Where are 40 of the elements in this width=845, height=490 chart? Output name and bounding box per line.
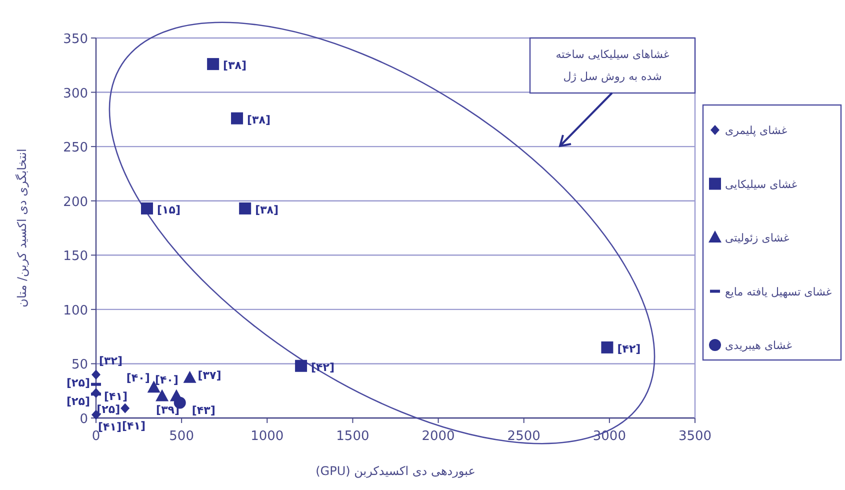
annotation: [۴۳] — [192, 404, 216, 417]
annotation: [۳۸] — [223, 59, 247, 72]
legend-label: غشای پلیمری — [725, 124, 788, 137]
annotation: [۴۲] — [617, 342, 641, 356]
annotation: [۱۵] — [157, 203, 180, 216]
y-tick-label: 50 — [71, 358, 88, 373]
y-axis-title: انتخابگری دی اکسید کربن/ متان — [15, 148, 29, 308]
x-tick-label: 3000 — [592, 429, 626, 444]
y-tick-label: 200 — [63, 194, 88, 210]
annotation: [۴۱] — [122, 420, 146, 433]
x-tick-label: 2000 — [422, 429, 455, 444]
y-tick-label: 250 — [63, 140, 88, 156]
x-tick-label: 0 — [92, 429, 100, 444]
x-tick-label: 1500 — [336, 429, 370, 444]
y-tick-label: 150 — [63, 249, 88, 264]
annotation: [۳۸] — [255, 203, 279, 216]
x-axis-title: عبوردهی دی اکسیدکربن (GPU) — [316, 464, 476, 478]
annotation: [۲۵] — [66, 395, 90, 408]
x-tick-label: 500 — [169, 429, 194, 444]
legend-label: غشای هیبریدی — [725, 339, 792, 352]
annotation: [۳۷] — [198, 368, 222, 382]
y-tick-label: 0 — [80, 412, 88, 427]
x-tick-label: 3500 — [678, 429, 712, 444]
y-tick-label: 300 — [63, 86, 88, 102]
annotation: [۳۸] — [247, 113, 271, 126]
legend-label: غشای تسهیل یافته مایع — [725, 285, 832, 298]
annotation: [۴۰] — [126, 372, 150, 385]
y-tick-label: 100 — [63, 303, 88, 318]
legend-label: غشای سیلیکایی — [725, 178, 798, 191]
annotation: [۴۱] — [98, 420, 122, 434]
annotation: [۲۵] — [96, 403, 120, 416]
annotation: [۲۵] — [66, 376, 90, 390]
annotation: غشاهای سیلیکایی ساخته شده به روش سل ژل — [556, 48, 670, 83]
x-tick-label: 2500 — [507, 429, 540, 444]
annotation: [۳۲] — [99, 354, 122, 368]
annotation: [۴۰] — [154, 373, 178, 386]
x-tick-label: 1000 — [250, 429, 284, 444]
annotation: [۴۱] — [104, 390, 128, 404]
legend-label: غشای زئولیتی — [725, 232, 790, 244]
y-tick-label: 350 — [63, 32, 88, 47]
